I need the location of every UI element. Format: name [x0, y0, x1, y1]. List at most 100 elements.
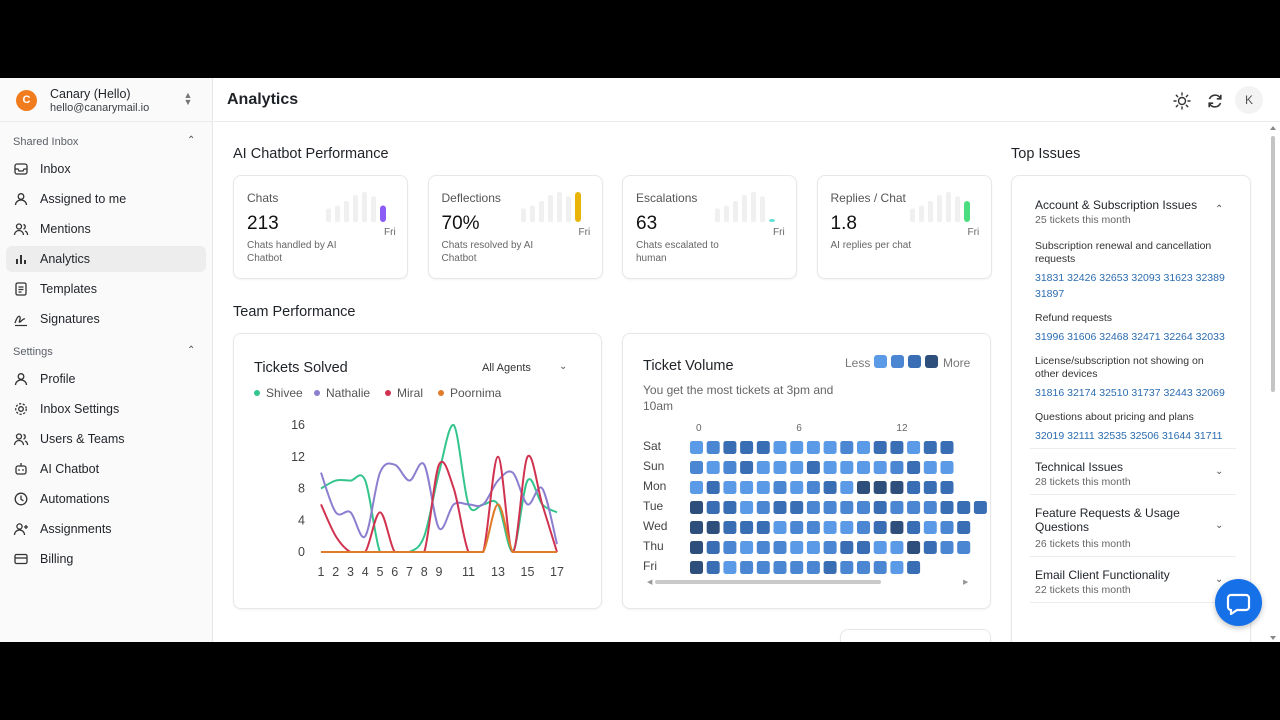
sun-icon[interactable] [1171, 90, 1193, 112]
chevron-down-icon[interactable]: ⌄ [1215, 466, 1224, 477]
heatmap-cell[interactable] [740, 501, 754, 514]
heatmap-cell[interactable] [940, 481, 954, 494]
heatmap-cell[interactable] [740, 521, 754, 534]
sidebar-item-automations[interactable]: Automations [6, 486, 206, 512]
ticket-id-link[interactable]: 31897 [1035, 288, 1065, 300]
sidebar-item-billing[interactable]: Billing [6, 546, 206, 572]
ticket-id-link[interactable]: 32111 [1067, 430, 1095, 442]
heatmap-cell[interactable] [923, 461, 937, 474]
heatmap-cell[interactable] [973, 501, 987, 514]
heatmap-cell[interactable] [806, 481, 820, 494]
heatmap-cell[interactable] [823, 561, 837, 574]
heatmap-cell[interactable] [790, 561, 804, 574]
ticket-id-link[interactable]: 32093 [1131, 272, 1161, 284]
page-scrollbar[interactable] [1270, 126, 1276, 640]
heatmap-cell[interactable] [690, 461, 703, 474]
ticket-id-link[interactable]: 31816 [1035, 387, 1065, 399]
chevron-updown-icon[interactable]: ▲ ▼ [183, 90, 193, 107]
heatmap-cell[interactable] [857, 481, 870, 494]
heatmap-cell[interactable] [940, 501, 954, 514]
heatmap-cell[interactable] [840, 521, 854, 534]
ticket-id-link[interactable]: 32653 [1099, 272, 1129, 284]
heatmap-cell[interactable] [823, 541, 837, 554]
heatmap-cell[interactable] [806, 561, 820, 574]
heatmap-cell[interactable] [840, 441, 854, 454]
heatmap-cell[interactable] [690, 441, 703, 454]
heatmap-cell[interactable] [840, 501, 854, 514]
heatmap-cell[interactable] [890, 501, 904, 514]
heatmap-cell[interactable] [740, 441, 754, 454]
heatmap-cell[interactable] [940, 521, 954, 534]
heatmap-cell[interactable] [907, 441, 921, 454]
heatmap-cell[interactable] [790, 541, 804, 554]
ticket-id-link[interactable]: 32264 [1163, 331, 1193, 343]
settings-section[interactable]: Settings ⌃ [13, 345, 195, 358]
ticket-id-link[interactable]: 32033 [1195, 331, 1225, 343]
heatmap-cell[interactable] [756, 501, 770, 514]
heatmap-cell[interactable] [756, 561, 770, 574]
ticket-id-link[interactable]: 31831 [1035, 272, 1065, 284]
refresh-icon[interactable] [1204, 90, 1226, 112]
heatmap-cell[interactable] [690, 541, 703, 554]
ticket-id-link[interactable]: 32510 [1099, 387, 1129, 399]
heatmap-cell[interactable] [873, 521, 887, 534]
ticket-id-link[interactable]: 32471 [1131, 331, 1161, 343]
heatmap-cell[interactable] [790, 501, 804, 514]
ticket-id-link[interactable]: 32174 [1067, 387, 1097, 399]
heatmap-cell[interactable] [890, 441, 904, 454]
kpi-card-replies-chat[interactable]: Replies / Chat 1.8 AI replies per chat Fri [816, 175, 992, 279]
sidebar-item-inbox-settings[interactable]: Inbox Settings [6, 396, 206, 422]
sidebar-item-mentions[interactable]: Mentions [6, 216, 206, 242]
heatmap-cell[interactable] [823, 481, 837, 494]
heatmap-cell[interactable] [957, 521, 971, 534]
heatmap-cell[interactable] [823, 501, 837, 514]
heatmap-cell[interactable] [706, 561, 720, 574]
heatmap-cell[interactable] [723, 561, 737, 574]
kpi-card-escalations[interactable]: Escalations 63 Chats escalated to human Fri [622, 175, 797, 279]
ticket-id-link[interactable]: 32468 [1099, 331, 1129, 343]
ticket-id-link[interactable]: 31996 [1035, 331, 1065, 343]
heatmap-cell[interactable] [940, 461, 954, 474]
chevron-up-icon[interactable]: ⌃ [1215, 204, 1224, 215]
sidebar-item-inbox[interactable]: Inbox [6, 156, 206, 182]
heatmap-cell[interactable] [857, 461, 870, 474]
heatmap-cell[interactable] [857, 521, 870, 534]
legend-item-shivee[interactable]: Shivee [254, 386, 303, 400]
heatmap-cell[interactable] [723, 501, 737, 514]
shared-inbox-section[interactable]: Shared Inbox ⌃ [13, 135, 195, 148]
sidebar-item-ai-chatbot[interactable]: AI Chatbot [6, 456, 206, 482]
heatmap-cell[interactable] [773, 461, 787, 474]
chevron-up-icon[interactable]: ⌃ [187, 345, 196, 356]
heatmap-cell[interactable] [773, 561, 787, 574]
kpi-card-chats[interactable]: Chats 213 Chats handled by AI Chatbot Fri [233, 175, 408, 279]
heatmap-cell[interactable] [706, 481, 720, 494]
heatmap-cell[interactable] [806, 541, 820, 554]
heatmap-cell[interactable] [690, 501, 703, 514]
issue-group-title[interactable]: Email Client Functionality [1035, 568, 1170, 582]
heatmap-cell[interactable] [890, 541, 904, 554]
heatmap-cell[interactable] [756, 481, 770, 494]
ticket-id-link[interactable]: 32535 [1097, 430, 1127, 442]
heatmap-cell[interactable] [756, 541, 770, 554]
heatmap-cell[interactable] [790, 481, 804, 494]
heatmap-cell[interactable] [806, 441, 820, 454]
ticket-id-link[interactable]: 31606 [1067, 331, 1097, 343]
heatmap-cell[interactable] [690, 561, 703, 574]
ticket-id-link[interactable]: 31737 [1131, 387, 1161, 399]
heatmap-cell[interactable] [840, 561, 854, 574]
next-section-filter-clipped[interactable] [840, 629, 991, 642]
legend-item-nathalie[interactable]: Nathalie [314, 386, 370, 400]
heatmap-cell[interactable] [773, 521, 787, 534]
chat-launcher-button[interactable] [1215, 579, 1262, 626]
ticket-id-link[interactable]: 32019 [1035, 430, 1065, 442]
heatmap-cell[interactable] [940, 541, 954, 554]
issue-group-title[interactable]: Feature Requests & Usage Questions [1035, 506, 1180, 534]
heatmap-cell[interactable] [823, 441, 837, 454]
heatmap-cell[interactable] [923, 501, 937, 514]
ticket-id-link[interactable]: 32506 [1129, 430, 1160, 442]
heatmap-cell[interactable] [890, 521, 904, 534]
heatmap-cell[interactable] [740, 481, 754, 494]
sidebar-item-analytics[interactable]: Analytics [6, 246, 206, 272]
scroll-left-icon[interactable]: ◀ [647, 579, 653, 586]
heatmap-cell[interactable] [857, 541, 870, 554]
